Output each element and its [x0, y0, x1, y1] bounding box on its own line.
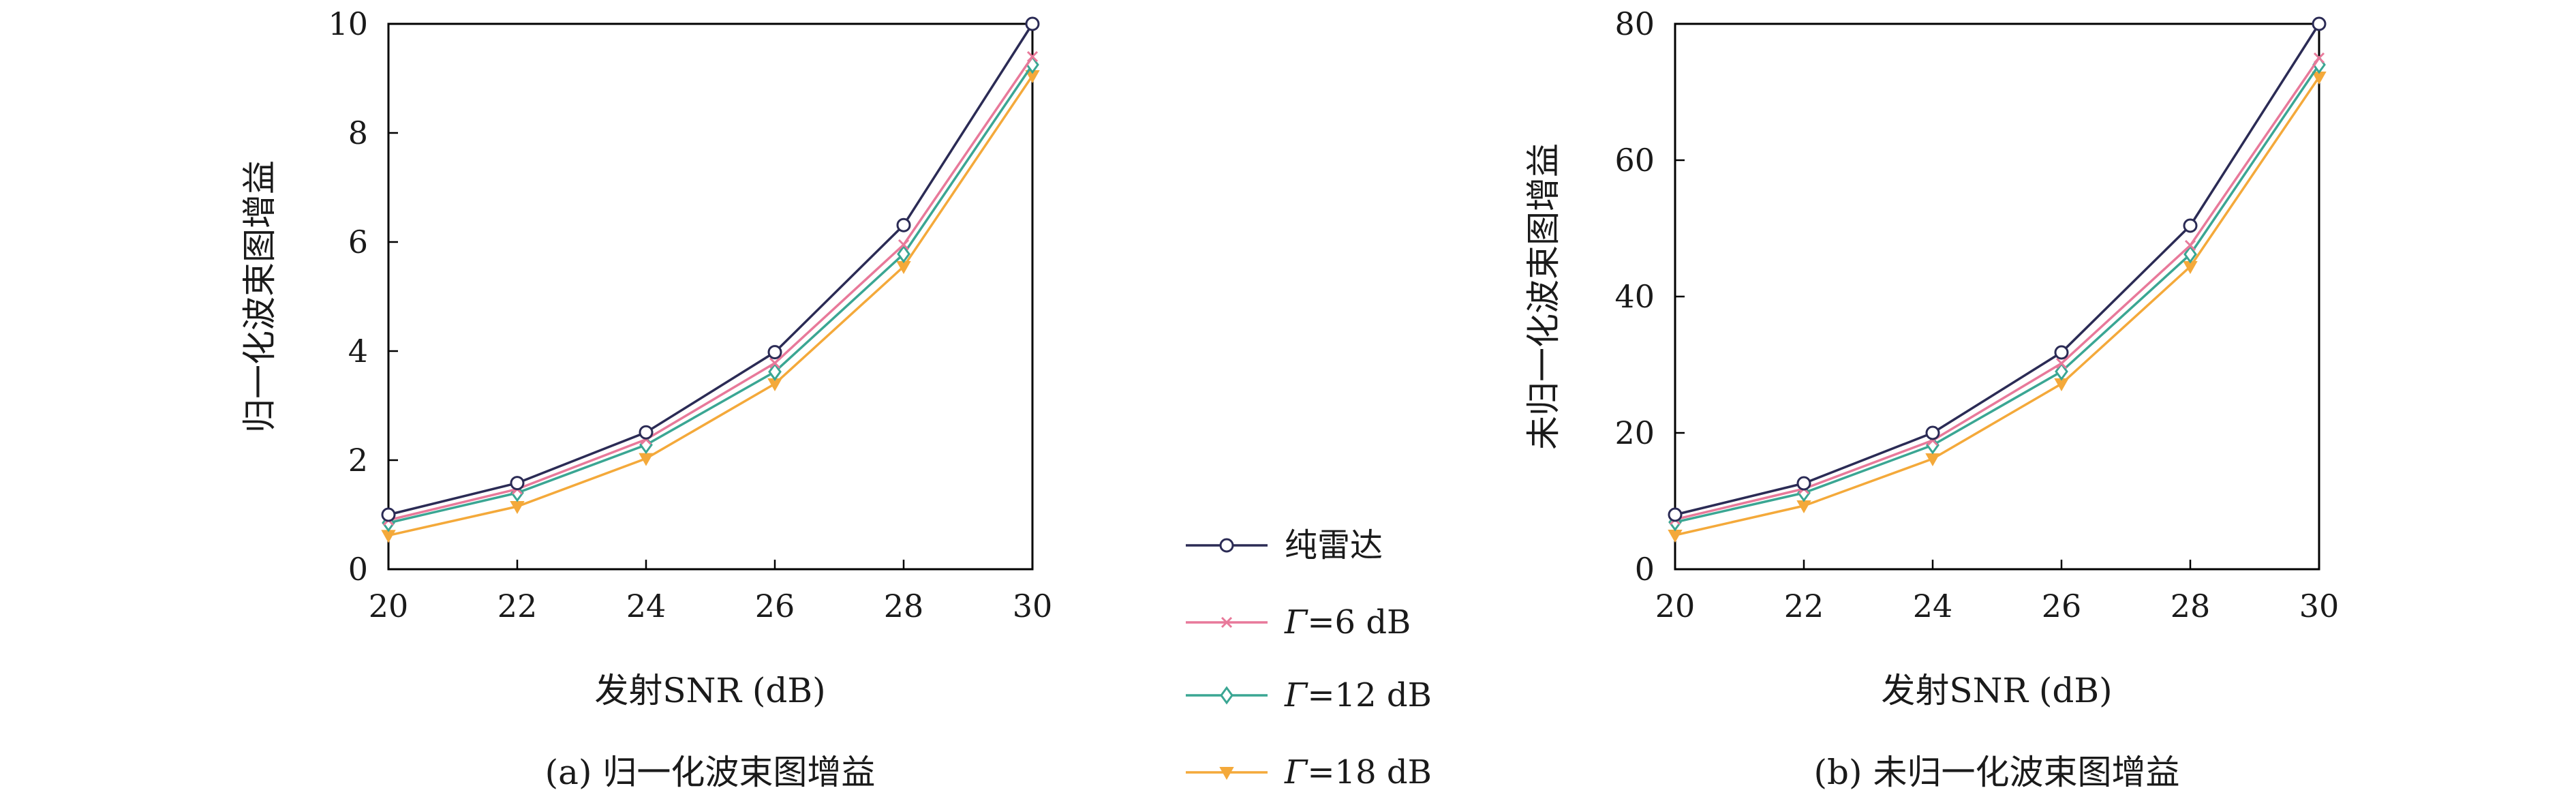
legend-marker-diamond-shape — [1220, 686, 1233, 705]
panel-a-series-3-point — [897, 245, 910, 264]
legend-marker-x — [1221, 616, 1233, 629]
panel-a-series-1-point — [639, 425, 654, 440]
panel-b-x-tick-label: 20 — [1655, 588, 1696, 624]
panel-a-series-2-point — [769, 357, 781, 369]
panel-a-y-tick-label: 0 — [348, 551, 368, 588]
panel-b-y-tick-label: 0 — [1635, 551, 1655, 588]
panel-b-series-layer — [1668, 16, 2327, 543]
panel-a-x-tick-label: 22 — [497, 588, 538, 624]
legend-marker-x-shape — [1221, 616, 1233, 629]
panel-a-series-4-line — [388, 75, 1034, 537]
panel-b-series-2-point — [2313, 52, 2325, 64]
panel-a-y-tick-label: 10 — [328, 5, 368, 42]
panel-b-x-axis-title: 发射SNR (dB) — [1881, 671, 2112, 710]
panel-b-y-tick-label: 60 — [1614, 142, 1655, 179]
panel-a-series-2-point — [898, 239, 910, 251]
panel-a-series-3-line — [388, 64, 1034, 524]
panel-a-x-ticks: 20 22 24 26 28 30 — [369, 560, 1053, 624]
panel-b-series-1-line — [1674, 23, 2320, 516]
panel-a-x-tick-label: 28 — [884, 588, 924, 624]
legend-label: Γ=18 dB — [1284, 753, 1432, 791]
panel-a-series-1-point — [767, 345, 782, 360]
panel-b-series-1-point — [2054, 345, 2069, 360]
legend-marker-diamond — [1220, 686, 1233, 705]
legend-marker-circle-shape — [1219, 538, 1234, 553]
panel-b-x-tick-label: 28 — [2171, 588, 2211, 624]
panel-a-series-1-line — [388, 23, 1034, 516]
panel-a-series-4-point — [381, 530, 396, 543]
panel-b-series-3-point — [2183, 245, 2197, 264]
panel-a-x-tick-label: 30 — [1013, 588, 1053, 624]
legend-marker-triangle-down-shape — [1219, 767, 1234, 781]
panel-b-y-axis-title: 未归一化波束图增益 — [1524, 143, 1563, 450]
panel-b-y-ticks: 0 20 40 60 80 — [1614, 5, 1685, 588]
legend-label: Γ=12 dB — [1284, 676, 1432, 714]
panel-b-x-tick-label: 26 — [2042, 588, 2082, 624]
panel-a-series-3-point — [768, 362, 782, 381]
panel-a-series-1-point — [381, 507, 396, 522]
panel-b-series-3-line — [1674, 64, 2320, 524]
panel-b-series-1-point — [2183, 218, 2198, 233]
panel-b-plot-frame — [1674, 22, 2320, 571]
legend: 纯雷达 Γ=6 dB Γ=12 dB Γ=18 dB — [1186, 526, 1432, 791]
panel-b-x-tick-label: 30 — [2299, 588, 2340, 624]
legend-marker-triangle-down — [1219, 767, 1234, 781]
legend-label: 纯雷达 — [1285, 526, 1383, 564]
panel-b-x-tick-label: 24 — [1913, 588, 1953, 624]
legend-marker-circle — [1219, 538, 1234, 553]
panel-a-series-2-point — [1026, 50, 1039, 63]
panel-a-x-tick-label: 20 — [369, 588, 409, 624]
panel-a-series-1-point — [510, 476, 525, 491]
panel-b-series-2-line — [1674, 57, 2320, 521]
panel-a-series-4 — [381, 70, 1040, 543]
panel-b-series-1-point — [1796, 476, 1811, 491]
panel-a-x-tick-label: 26 — [755, 588, 795, 624]
panel-a-y-tick-label: 6 — [348, 224, 368, 260]
panel-a-series-3 — [382, 55, 1039, 532]
panel-b-series-1-point — [2312, 16, 2327, 31]
legend-entry-pure-radar: 纯雷达 — [1186, 526, 1383, 564]
legend-entry-gamma-18db: Γ=18 dB — [1186, 753, 1432, 791]
panel-b-series-4 — [1668, 72, 2327, 543]
panel-b-series-1-point — [1668, 507, 1683, 522]
panel-b-series-4-point — [1668, 530, 1683, 543]
panel-a-series-2-line — [388, 56, 1034, 522]
panel-b-series-1-point — [1925, 425, 1940, 440]
panel-a-plot-frame — [387, 22, 1034, 571]
panel-a-y-ticks: 0 2 4 6 8 10 — [328, 5, 398, 588]
panel-a-series-1-point — [896, 217, 911, 232]
panel-a-y-tick-label: 2 — [348, 442, 368, 479]
panel-b-series-2 — [1669, 52, 2325, 526]
panel-a-series-1-point — [1025, 16, 1040, 31]
panel-a-caption: (a) 归一化波束图增益 — [545, 753, 876, 792]
panel-b-series-1 — [1668, 16, 2327, 522]
legend-entry-gamma-12db: Γ=12 dB — [1186, 676, 1432, 714]
legend-label: Γ=6 dB — [1284, 603, 1411, 641]
panel-b-series-2-point — [2055, 357, 2068, 369]
panel-a-series-1 — [381, 16, 1040, 522]
panel-a-x-tick-label: 24 — [626, 588, 666, 624]
panel-b-series-4-line — [1674, 76, 2320, 536]
panel-b-series-3-point — [2055, 362, 2068, 381]
legend-entry-gamma-6db: Γ=6 dB — [1186, 603, 1411, 641]
panel-b-y-tick-label: 80 — [1614, 5, 1655, 42]
panel-b-caption: (b) 未归一化波束图增益 — [1814, 753, 2180, 792]
panel-b-y-tick-label: 40 — [1614, 278, 1655, 315]
panel-b-y-tick-label: 20 — [1614, 414, 1655, 451]
panel-a-series-2 — [382, 50, 1039, 526]
panel-a-x-axis-title: 发射SNR (dB) — [594, 671, 825, 710]
panel-a-y-axis-title: 归一化波束图增益 — [240, 160, 279, 433]
panel-b-x-tick-label: 22 — [1784, 588, 1824, 624]
panel-a-y-tick-label: 8 — [348, 115, 368, 151]
panel-a-y-tick-label: 4 — [348, 333, 368, 369]
panel-b-series-2-point — [2184, 239, 2196, 252]
panel-b-series-3 — [1668, 55, 2326, 532]
panel-a-series-layer — [381, 16, 1040, 543]
panel-b-x-ticks: 20 22 24 26 28 30 — [1655, 560, 2340, 624]
